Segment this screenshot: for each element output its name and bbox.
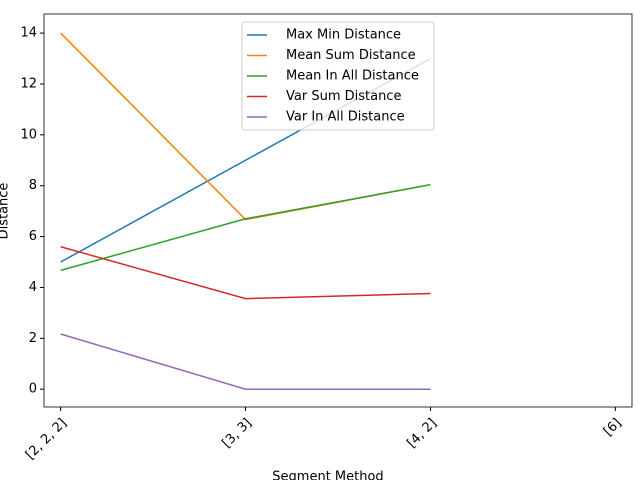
series-line bbox=[60, 183, 431, 272]
x-tick-label: [2, 2, 2] bbox=[23, 416, 70, 463]
y-tick-label: 8 bbox=[29, 178, 37, 193]
x-tick-label: [6] bbox=[601, 416, 625, 440]
legend-label: Var In All Distance bbox=[286, 110, 405, 125]
y-tick-label: 2 bbox=[29, 331, 37, 346]
x-tick-label: [3, 3] bbox=[220, 416, 255, 451]
series-line bbox=[60, 333, 431, 390]
legend: Max Min Distance Mean Sum Distance Mean In… bbox=[241, 21, 435, 131]
legend-label: Max Min Distance bbox=[286, 28, 401, 43]
x-tick-label: [4, 2] bbox=[404, 416, 439, 451]
y-tick-label: 10 bbox=[20, 127, 37, 142]
plot-frame bbox=[43, 13, 633, 408]
series-line bbox=[60, 246, 431, 300]
y-tick-label: 6 bbox=[29, 229, 37, 244]
y-tick-label: 0 bbox=[29, 382, 37, 397]
y-tick-label: 4 bbox=[29, 280, 37, 295]
legend-label: Mean Sum Distance bbox=[286, 48, 416, 63]
y-tick-label: 12 bbox=[20, 76, 37, 91]
legend-frame bbox=[241, 21, 435, 131]
y-tick-label: 14 bbox=[20, 26, 37, 41]
legend-label: Mean In All Distance bbox=[286, 69, 419, 84]
x-axis-label: Segment Method bbox=[272, 470, 383, 480]
y-axis-label: Distance bbox=[0, 183, 12, 240]
legend-label: Var Sum Distance bbox=[286, 89, 401, 104]
